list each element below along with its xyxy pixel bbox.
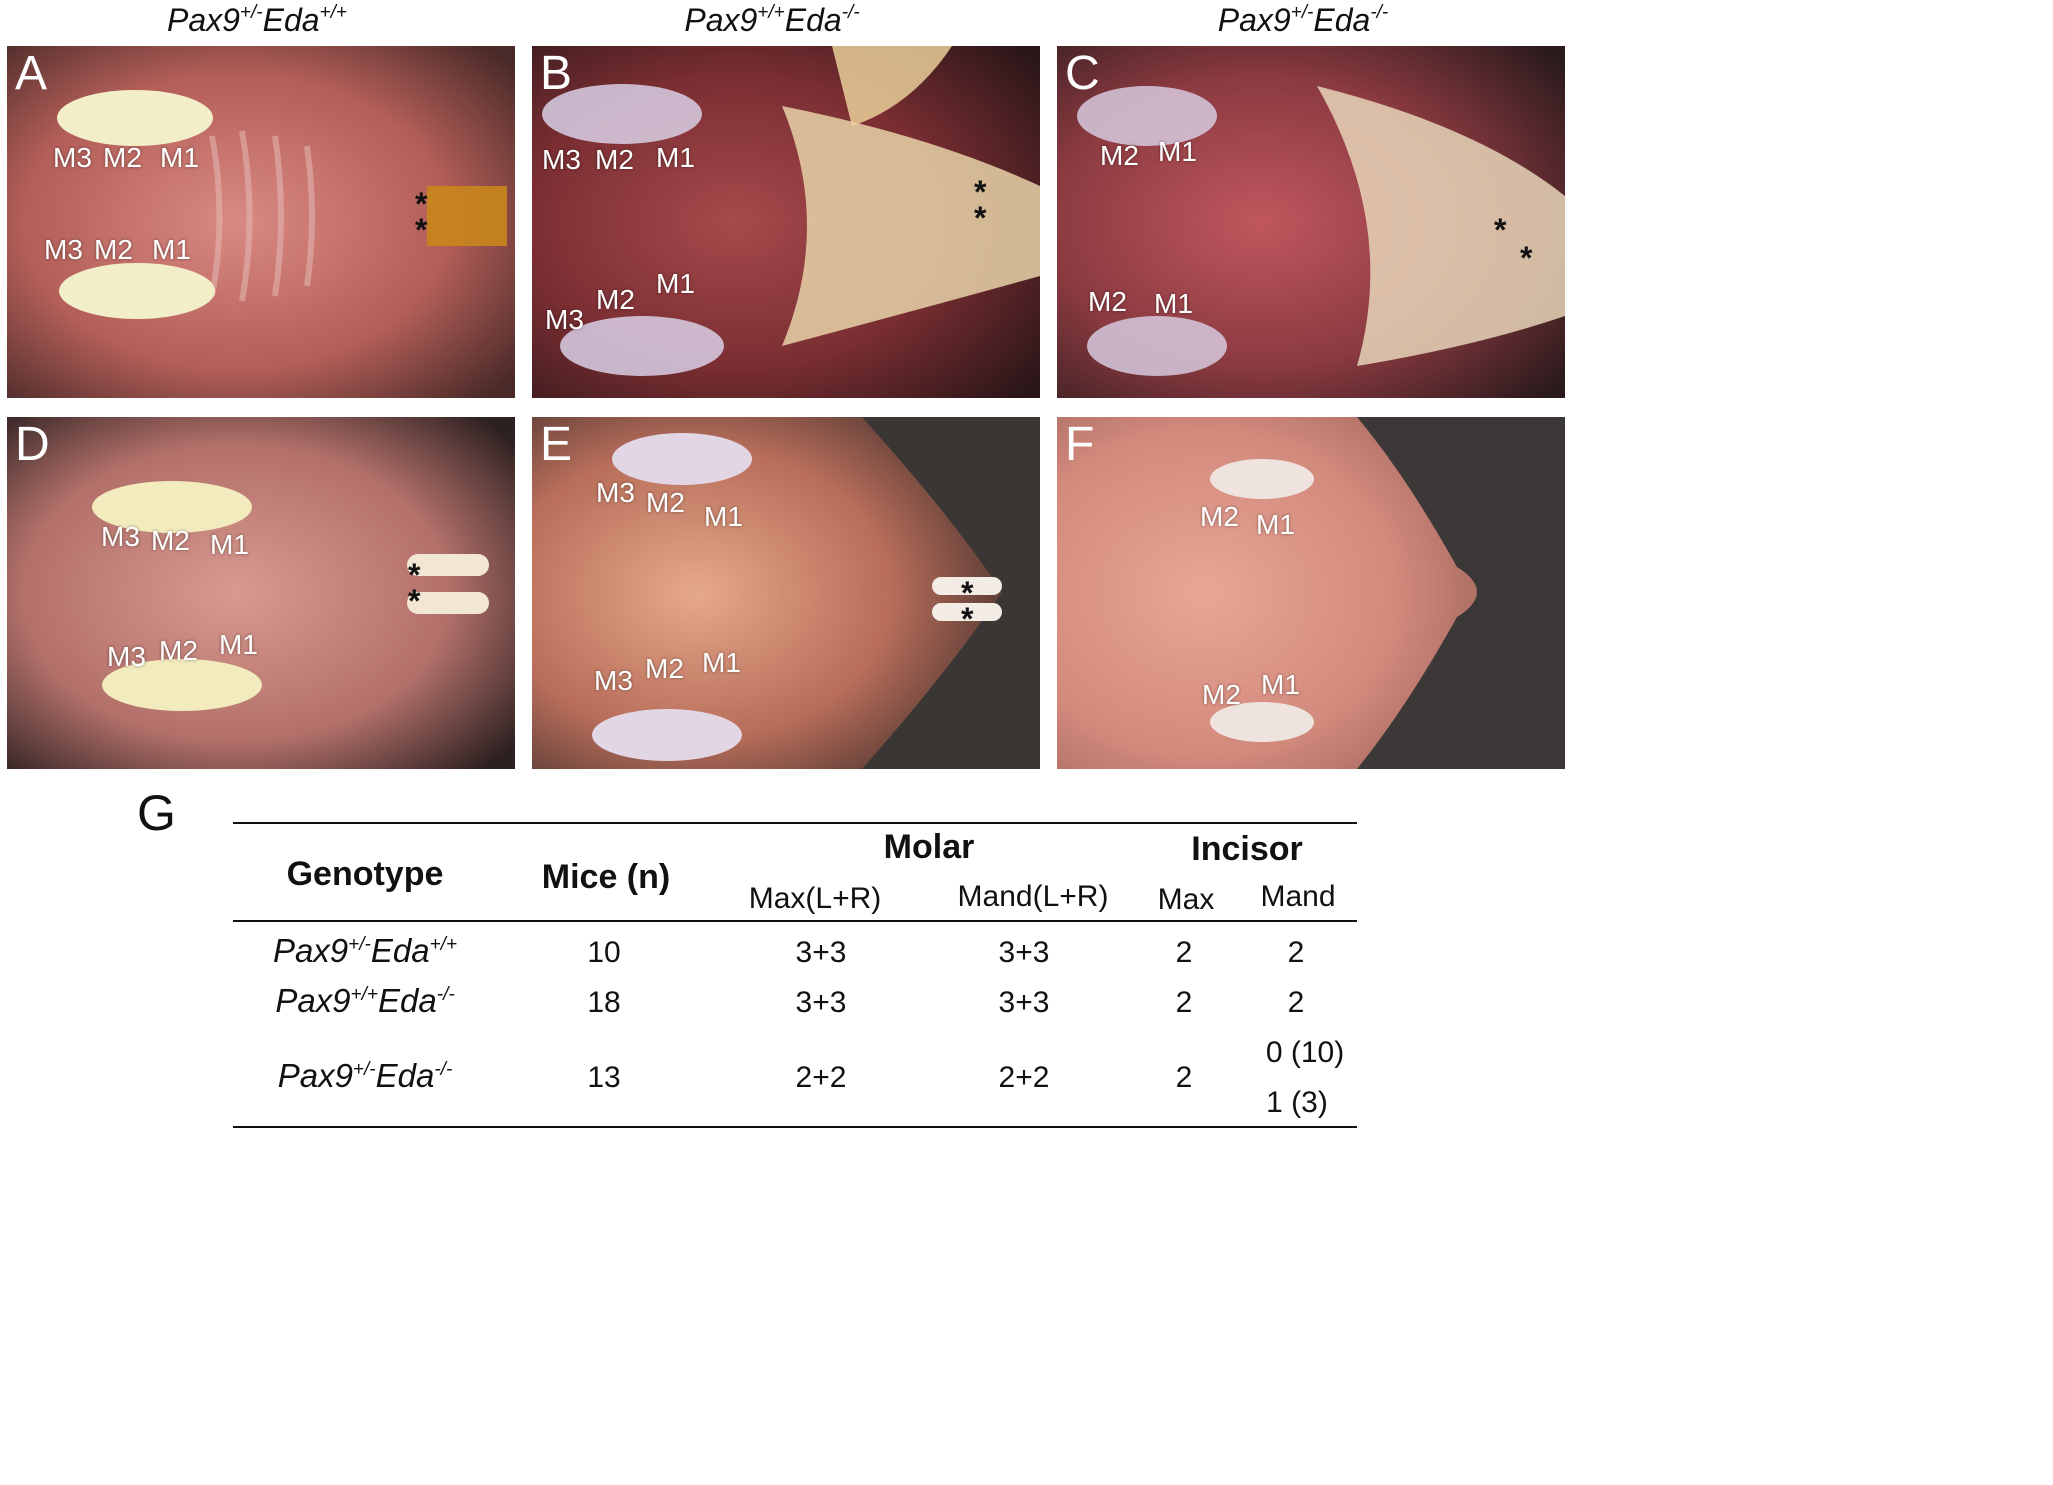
panel-d-lower-m3: M3 [107,641,146,672]
panel-b-upper-m2: M2 [595,144,634,175]
panel-d-asterisk-2: * [408,583,421,619]
table-header-rule [233,920,1357,922]
table-row-1-mice: 10 [587,936,621,969]
table-row-1-molar-mand: 3+3 [998,936,1050,969]
panel-a-upper-m2: M2 [103,142,142,173]
panel-b-lower-m1: M1 [656,268,695,299]
header-molar-mand: Mand(L+R) [957,880,1109,913]
header-incisor-mand: Mand [1260,880,1336,913]
panel-c-photo: C M2 M1 M2 M1 * * [1057,46,1565,398]
header-incisor: Incisor [1191,830,1303,868]
panel-b-upper-m3: M3 [542,144,581,175]
table-top-rule [233,822,1357,824]
panel-d-lower-m2: M2 [159,635,198,666]
panel-e-upper-m3: M3 [596,477,635,508]
table-row-3-incisor-max: 2 [1175,1061,1193,1094]
table-row-3-mice: 13 [587,1061,621,1094]
panel-b-image [532,46,1040,398]
panel-c-asterisk-1: * [1494,212,1507,248]
panel-e-upper-m1: M1 [704,501,743,532]
panel-b-upper-m1: M1 [656,142,695,173]
panel-b-letter: B [540,47,573,100]
panel-f-image [1057,417,1565,769]
panel-a-lower-m1: M1 [152,234,191,265]
panel-d-lower-m1: M1 [219,629,258,660]
table-row-1-incisor-max: 2 [1175,936,1193,969]
header-molar-max: Max(L+R) [748,882,882,915]
panel-e-asterisk-2: * [961,601,974,637]
panel-f-photo: F M2 M1 M2 M1 [1057,417,1565,769]
panel-e-lower-m1: M1 [702,647,741,678]
panel-a-lower-m2: M2 [94,234,133,265]
panel-c-image [1057,46,1565,398]
header-genotype: Genotype [286,855,444,893]
panel-e-photo: E M3 M2 M1 M3 M2 M1 * * [532,417,1040,769]
panel-f-upper-m2: M2 [1200,501,1239,532]
panel-c-lower-m1: M1 [1154,288,1193,319]
table-bottom-rule [233,1126,1357,1128]
panel-a-asterisk-1: * [415,186,428,222]
panel-f-lower-m2: M2 [1202,679,1241,710]
table-row-3-molar-mand: 2+2 [998,1061,1050,1094]
panel-d-upper-m1: M1 [210,529,249,560]
column-title-2: Pax9+/+Eda-/- [684,2,860,38]
panel-c-upper-m1: M1 [1158,136,1197,167]
panel-e-lower-m3: M3 [594,665,633,696]
column-title-3: Pax9+/-Eda-/- [1217,2,1389,38]
table-row-2-molar-mand: 3+3 [998,986,1050,1019]
panel-a-asterisk-2: * [415,212,428,248]
panel-c-letter: C [1065,47,1100,100]
panel-a-lower-m3: M3 [44,234,83,265]
panel-e-upper-m2: M2 [646,487,685,518]
panel-c-lower-m2: M2 [1088,286,1127,317]
panel-e-letter: E [540,418,573,471]
panel-a-letter: A [15,47,48,100]
table-row-1-molar-max: 3+3 [795,936,847,969]
panel-c-upper-m2: M2 [1100,140,1139,171]
panel-a-image [7,46,515,398]
panel-e-lower-m2: M2 [645,653,684,684]
table-row-2-incisor-mand: 2 [1287,986,1305,1019]
panel-e-image [532,417,1040,769]
table-row-2-genotype: Pax9+/+Eda-/- [275,982,455,1019]
panel-g-letter: G [137,785,176,841]
panel-d-image [7,417,515,769]
table-row-3-incisor-mand-2: 1 (3) [1266,1086,1328,1119]
panel-a-upper-m1: M1 [160,142,199,173]
table-row-3-incisor-mand-1: 0 (10) [1265,1036,1345,1069]
red-arrow-lower-icon [1511,623,1565,769]
panel-d-upper-m2: M2 [151,525,190,556]
panel-d-upper-m3: M3 [101,521,140,552]
header-incisor-max: Max [1157,883,1215,916]
panel-d-photo: D M3 M2 M1 M3 M2 M1 * * [7,417,515,769]
panel-a-photo: A M3 M2 M1 M3 M2 M1 * * [7,46,515,398]
panel-b-asterisk-1: * [974,174,987,210]
panel-b-lower-m3: M3 [545,304,584,335]
panel-b-photo: B M3 M2 M1 M3 M2 M1 * * [532,46,1040,398]
table-row-2-molar-max: 3+3 [795,986,847,1019]
table-row-1-incisor-mand: 2 [1287,936,1305,969]
table-row-2-incisor-max: 2 [1175,986,1193,1019]
panel-c-asterisk-2: * [1520,240,1533,276]
header-mice: Mice (n) [541,858,671,896]
panel-a-upper-m3: M3 [53,142,92,173]
table-row-2-mice: 18 [587,986,621,1019]
panel-b-asterisk-2: * [974,200,987,236]
panel-f-letter: F [1065,418,1095,471]
panel-e-asterisk-1: * [961,575,974,611]
panel-d-asterisk-1: * [408,557,421,593]
panel-f-lower-m1: M1 [1261,669,1300,700]
header-molar: Molar [883,828,975,866]
table-row-3-molar-max: 2+2 [795,1061,847,1094]
panel-d-letter: D [15,418,50,471]
column-title-1: Pax9+/-Eda+/+ [166,2,348,38]
table-row-3-genotype: Pax9+/-Eda-/- [277,1057,453,1094]
panel-f-upper-m1: M1 [1256,509,1295,540]
panel-b-lower-m2: M2 [596,284,635,315]
table-row-1-genotype: Pax9+/-Eda+/+ [272,932,458,969]
